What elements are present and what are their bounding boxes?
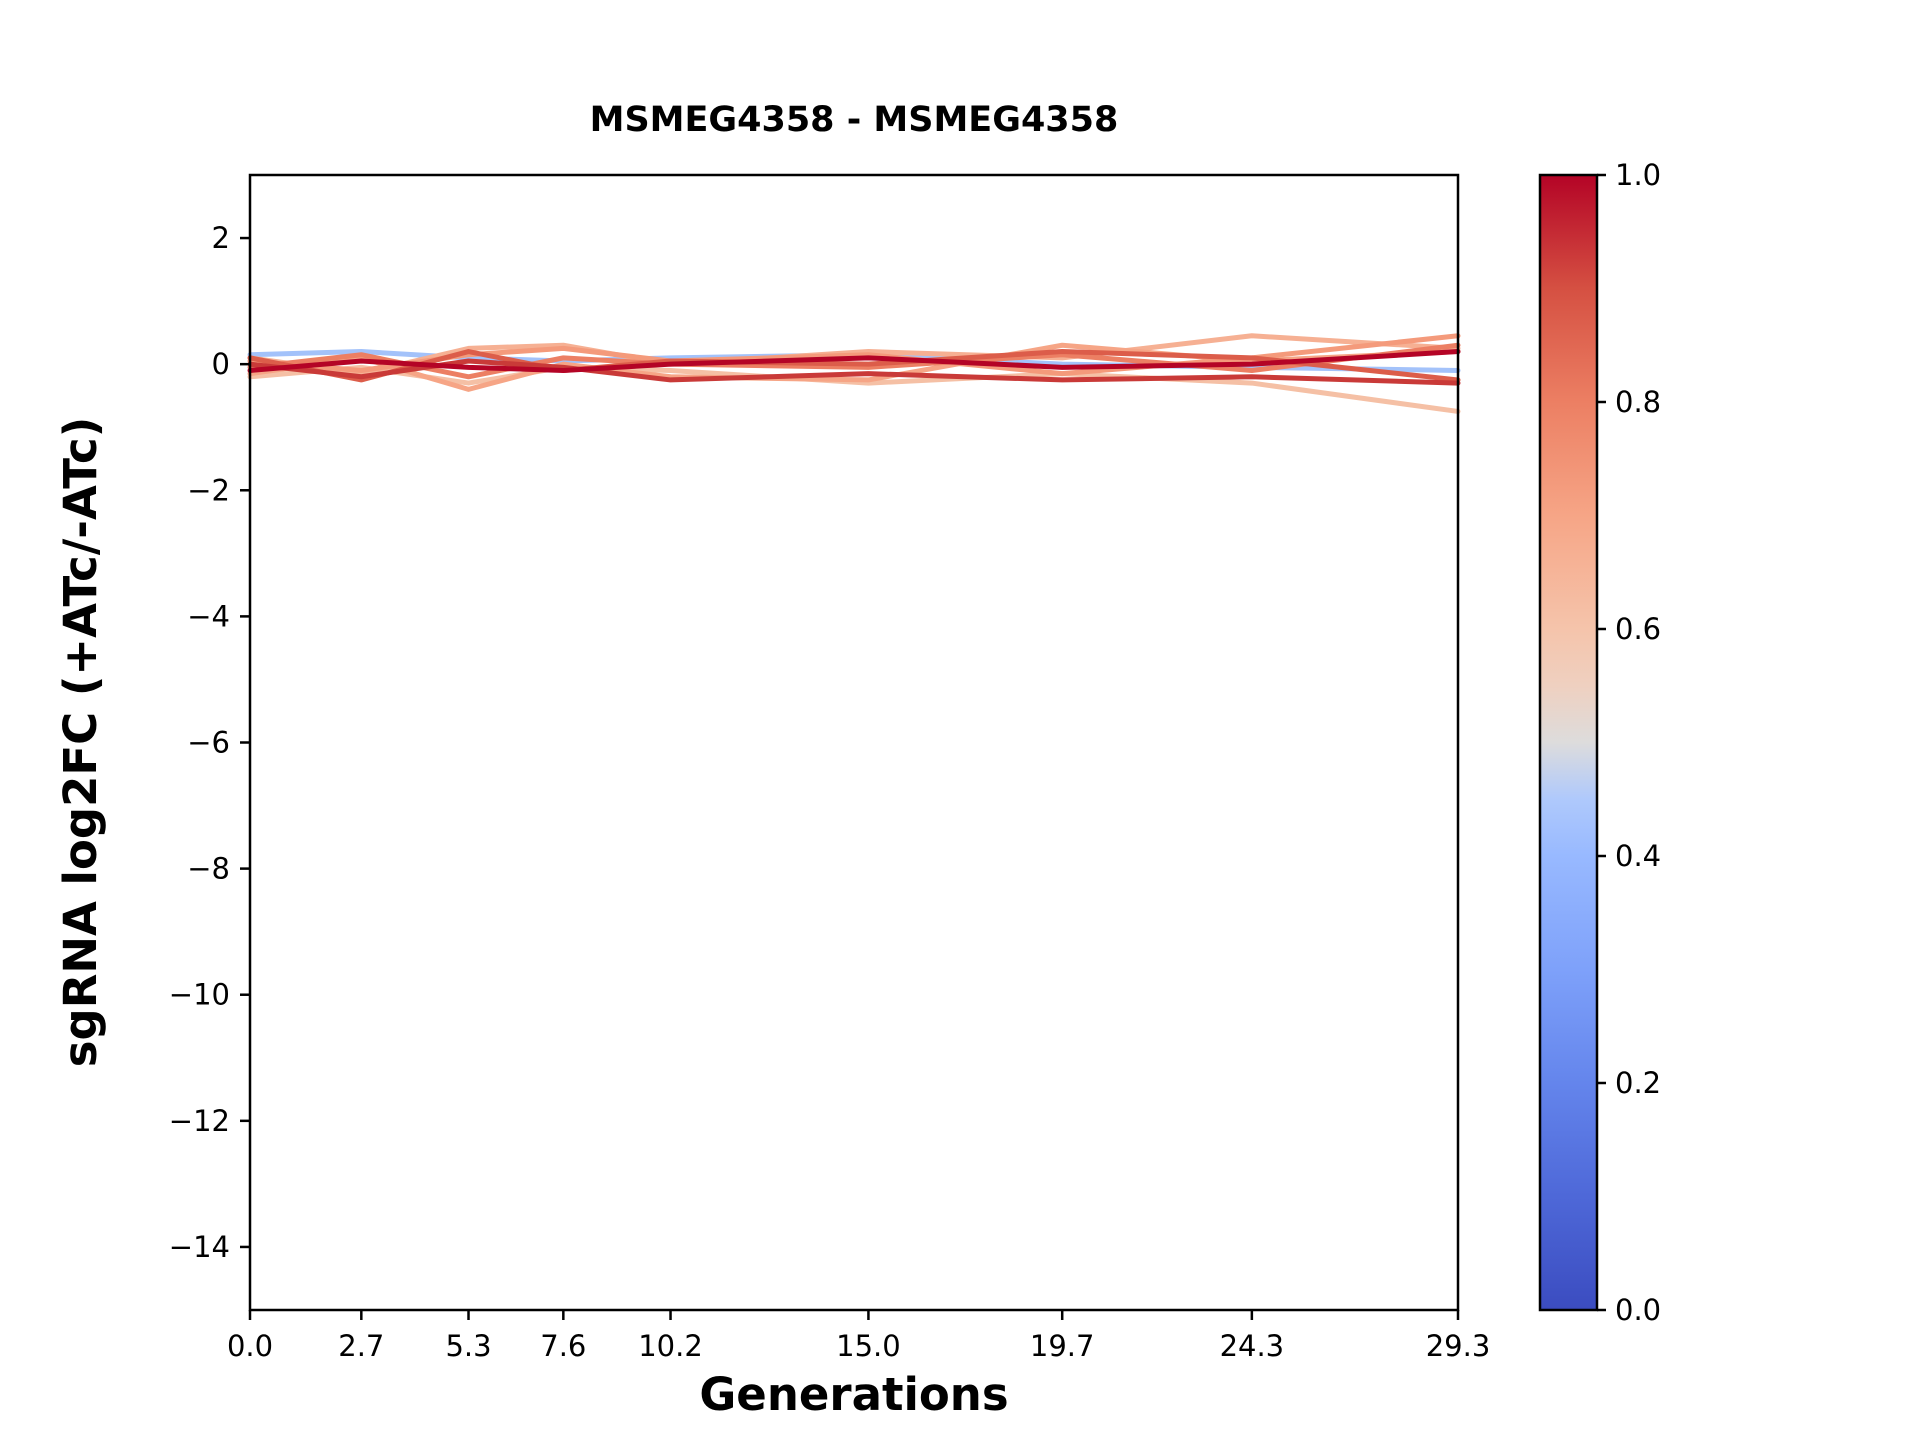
- y-tick-label: −10: [169, 978, 230, 1012]
- x-tick-label: 15.0: [836, 1329, 901, 1363]
- colorbar: [1540, 175, 1597, 1310]
- y-tick-label: 2: [212, 221, 230, 255]
- x-tick-label: 2.7: [338, 1329, 384, 1363]
- plot-dynamic-layer: 0.0 2.7 5.3 7.6 10.2 15.0 19.7 24.3 29.3 2 0 −2 −4 −6…: [169, 158, 1661, 1363]
- axes-frame: [248, 173, 1460, 1312]
- colorbar-tick-label: 0.8: [1615, 385, 1661, 419]
- y-tick-label: 0: [212, 347, 230, 381]
- x-tick-label: 7.6: [540, 1329, 586, 1363]
- x-tick-label: 19.7: [1030, 1329, 1095, 1363]
- x-axis-label: Generations: [699, 1368, 1008, 1421]
- chart-title: MSMEG4358 - MSMEG4358: [590, 100, 1119, 140]
- colorbar-tick-label: 1.0: [1615, 158, 1661, 192]
- y-axis-label: sgRNA log2FC (+ATc/-ATc): [54, 417, 107, 1068]
- x-tick-label: 0.0: [227, 1329, 273, 1363]
- x-tick-label: 5.3: [445, 1329, 491, 1363]
- y-tick-label: −8: [187, 852, 230, 886]
- x-tick-label: 24.3: [1220, 1329, 1285, 1363]
- colorbar-tick-label: 0.6: [1615, 612, 1661, 646]
- x-tick-label: 10.2: [638, 1329, 703, 1363]
- x-tick-label: 29.3: [1426, 1329, 1491, 1363]
- y-tick-label: −2: [187, 473, 230, 507]
- y-tick-label: −12: [169, 1104, 230, 1138]
- series-line: [247, 349, 1461, 373]
- colorbar-tick-label: 0.4: [1615, 839, 1661, 873]
- colorbar-tick-label: 0.0: [1615, 1293, 1661, 1327]
- y-tick-label: −14: [169, 1230, 230, 1264]
- colorbar-frame: [1538, 173, 1599, 1312]
- series-line: [247, 358, 1461, 386]
- colorbar-tick-label: 0.2: [1615, 1066, 1661, 1100]
- y-tick-label: −4: [187, 599, 230, 633]
- y-tick-label: −6: [187, 726, 230, 760]
